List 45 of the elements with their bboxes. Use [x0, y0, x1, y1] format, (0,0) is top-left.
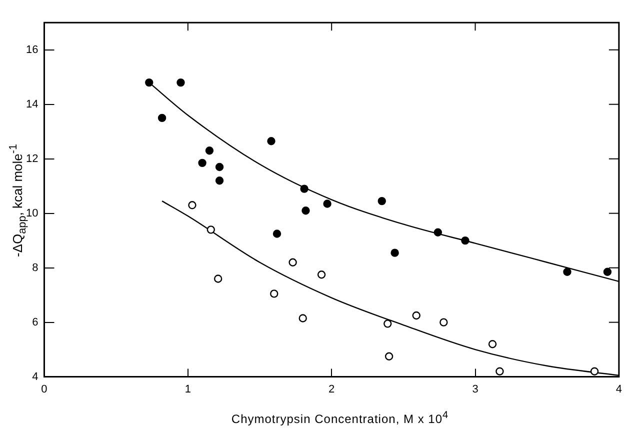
point: [298, 314, 307, 322]
point: [214, 274, 222, 283]
point: [267, 137, 276, 146]
point: [176, 78, 185, 87]
y-tick-label: 12: [26, 152, 38, 165]
point: [215, 176, 224, 185]
point: [563, 268, 572, 276]
point: [198, 158, 206, 168]
x-tick-label: 0: [41, 383, 48, 396]
point: [288, 258, 297, 266]
point: [590, 367, 599, 376]
y-tick-label: 8: [32, 262, 38, 274]
point: [384, 352, 394, 360]
point: [317, 270, 326, 279]
point: [145, 78, 154, 87]
x-tick-label: 2: [328, 383, 335, 396]
point: [272, 230, 282, 238]
x-axis-title: Chymotrypsin Concentration, M x 10$^{4}$: [230, 410, 450, 426]
y-tick-label: 4: [32, 370, 38, 383]
point: [390, 248, 399, 257]
point: [270, 290, 278, 298]
y-tick-label: 14: [26, 98, 38, 110]
point: [384, 320, 392, 328]
point: [188, 201, 196, 210]
point: [158, 114, 166, 122]
x-tick-label: 4: [616, 383, 622, 396]
x-tick-label: 3: [472, 383, 478, 396]
point: [412, 311, 420, 320]
point: [215, 162, 224, 172]
point: [496, 367, 504, 376]
point: [378, 196, 386, 206]
y-tick-label: 6: [32, 316, 38, 328]
y-tick-label: 10: [26, 207, 38, 220]
point: [461, 236, 470, 245]
point: [434, 228, 442, 236]
y-tick-label: 16: [26, 44, 38, 56]
point: [206, 226, 215, 234]
point: [440, 318, 448, 326]
point: [488, 340, 497, 348]
point: [300, 184, 308, 193]
point: [302, 206, 310, 215]
point: [323, 200, 332, 208]
point: [603, 268, 612, 276]
x-tick-label: 1: [184, 383, 191, 396]
point: [205, 146, 214, 155]
